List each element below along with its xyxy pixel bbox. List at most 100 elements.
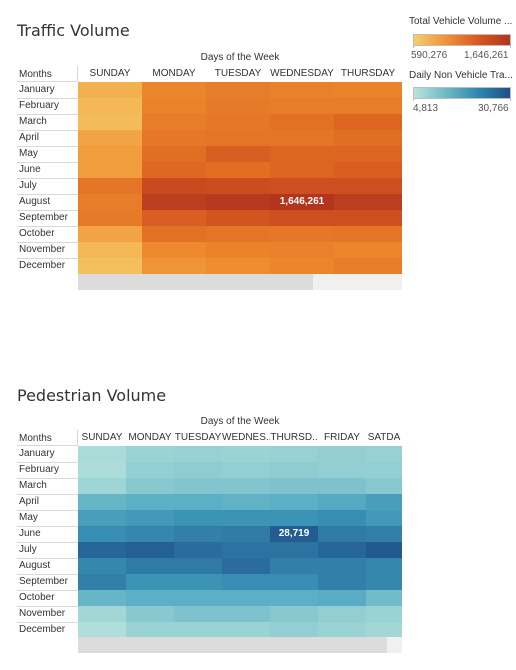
traffic-cell[interactable]: [142, 114, 206, 130]
pedestrian-cell[interactable]: [366, 558, 402, 574]
pedestrian-cell[interactable]: [78, 542, 126, 558]
pedestrian-cell[interactable]: [366, 510, 402, 526]
pedestrian-cell[interactable]: [318, 558, 366, 574]
pedestrian-cell[interactable]: [270, 558, 318, 574]
pedestrian-cell[interactable]: [366, 574, 402, 590]
pedestrian-cell[interactable]: [78, 590, 126, 606]
pedestrian-cell[interactable]: [126, 590, 174, 606]
pedestrian-cell[interactable]: [270, 590, 318, 606]
traffic-cell[interactable]: [334, 242, 402, 258]
traffic-cell[interactable]: [142, 258, 206, 274]
pedestrian-cell[interactable]: [366, 526, 402, 542]
pedestrian-cell[interactable]: [126, 462, 174, 478]
traffic-cell[interactable]: [142, 210, 206, 226]
traffic-cell[interactable]: [206, 146, 270, 162]
traffic-cell[interactable]: [334, 114, 402, 130]
pedestrian-cell[interactable]: [78, 494, 126, 510]
pedestrian-cell[interactable]: [222, 494, 270, 510]
pedestrian-cell[interactable]: [318, 526, 366, 542]
traffic-cell[interactable]: [78, 146, 142, 162]
traffic-cell[interactable]: [78, 162, 142, 178]
pedestrian-cell[interactable]: [78, 574, 126, 590]
pedestrian-cell[interactable]: [318, 494, 366, 510]
pedestrian-cell[interactable]: [366, 478, 402, 494]
pedestrian-cell[interactable]: [222, 478, 270, 494]
pedestrian-cell[interactable]: [126, 542, 174, 558]
traffic-cell[interactable]: [270, 130, 334, 146]
pedestrian-cell[interactable]: [78, 446, 126, 462]
traffic-cell[interactable]: [206, 130, 270, 146]
pedestrian-cell[interactable]: [318, 622, 366, 638]
pedestrian-cell[interactable]: [270, 574, 318, 590]
pedestrian-cell[interactable]: [78, 526, 126, 542]
traffic-cell[interactable]: [206, 98, 270, 114]
traffic-cell[interactable]: [142, 98, 206, 114]
pedestrian-cell[interactable]: [174, 590, 222, 606]
traffic-cell[interactable]: [78, 242, 142, 258]
pedestrian-cell[interactable]: [78, 510, 126, 526]
traffic-cell[interactable]: [270, 258, 334, 274]
pedestrian-cell[interactable]: [126, 526, 174, 542]
traffic-cell[interactable]: [270, 82, 334, 98]
traffic-cell[interactable]: [142, 146, 206, 162]
traffic-cell[interactable]: [78, 194, 142, 210]
pedestrian-cell[interactable]: [366, 622, 402, 638]
traffic-cell[interactable]: [78, 130, 142, 146]
pedestrian-cell[interactable]: [318, 478, 366, 494]
pedestrian-cell[interactable]: [126, 574, 174, 590]
pedestrian-cell[interactable]: [270, 494, 318, 510]
pedestrian-cell[interactable]: [270, 542, 318, 558]
traffic-cell[interactable]: [206, 82, 270, 98]
traffic-cell[interactable]: [142, 194, 206, 210]
traffic-cell[interactable]: [142, 242, 206, 258]
pedestrian-cell[interactable]: [270, 526, 318, 542]
traffic-cell[interactable]: [334, 226, 402, 242]
traffic-cell[interactable]: [206, 210, 270, 226]
pedestrian-cell[interactable]: [366, 462, 402, 478]
traffic-cell[interactable]: [142, 82, 206, 98]
traffic-cell[interactable]: [206, 258, 270, 274]
traffic-cell[interactable]: [270, 98, 334, 114]
pedestrian-cell[interactable]: [174, 526, 222, 542]
pedestrian-cell[interactable]: [126, 494, 174, 510]
traffic-cell[interactable]: [78, 114, 142, 130]
traffic-cell[interactable]: [334, 98, 402, 114]
pedestrian-cell[interactable]: [318, 590, 366, 606]
traffic-cell[interactable]: [270, 210, 334, 226]
traffic-cell[interactable]: [334, 82, 402, 98]
pedestrian-cell[interactable]: [174, 462, 222, 478]
traffic-cell[interactable]: [142, 130, 206, 146]
traffic-cell[interactable]: [206, 194, 270, 210]
traffic-cell[interactable]: [206, 162, 270, 178]
pedestrian-cell[interactable]: [270, 622, 318, 638]
pedestrian-cell[interactable]: [270, 510, 318, 526]
pedestrian-cell[interactable]: [126, 446, 174, 462]
pedestrian-cell[interactable]: [318, 462, 366, 478]
pedestrian-cell[interactable]: [366, 446, 402, 462]
traffic-cell[interactable]: [206, 114, 270, 130]
traffic-cell[interactable]: [334, 162, 402, 178]
traffic-cell[interactable]: [206, 178, 270, 194]
traffic-cell[interactable]: [270, 114, 334, 130]
traffic-cell[interactable]: [270, 226, 334, 242]
pedestrian-cell[interactable]: [126, 510, 174, 526]
pedestrian-cell[interactable]: [270, 462, 318, 478]
traffic-cell[interactable]: [270, 162, 334, 178]
traffic-cell[interactable]: [270, 194, 334, 210]
pedestrian-cell[interactable]: [222, 622, 270, 638]
traffic-cell[interactable]: [270, 242, 334, 258]
pedestrian-cell[interactable]: [174, 510, 222, 526]
pedestrian-cell[interactable]: [270, 478, 318, 494]
traffic-cell[interactable]: [142, 226, 206, 242]
pedestrian-cell[interactable]: [126, 558, 174, 574]
pedestrian-cell[interactable]: [222, 446, 270, 462]
pedestrian-cell[interactable]: [318, 542, 366, 558]
pedestrian-cell[interactable]: [174, 542, 222, 558]
pedestrian-cell[interactable]: [174, 558, 222, 574]
traffic-cell[interactable]: [334, 178, 402, 194]
traffic-cell[interactable]: [206, 226, 270, 242]
pedestrian-cell[interactable]: [222, 542, 270, 558]
traffic-cell[interactable]: [78, 258, 142, 274]
pedestrian-cell[interactable]: [222, 590, 270, 606]
pedestrian-cell[interactable]: [222, 462, 270, 478]
